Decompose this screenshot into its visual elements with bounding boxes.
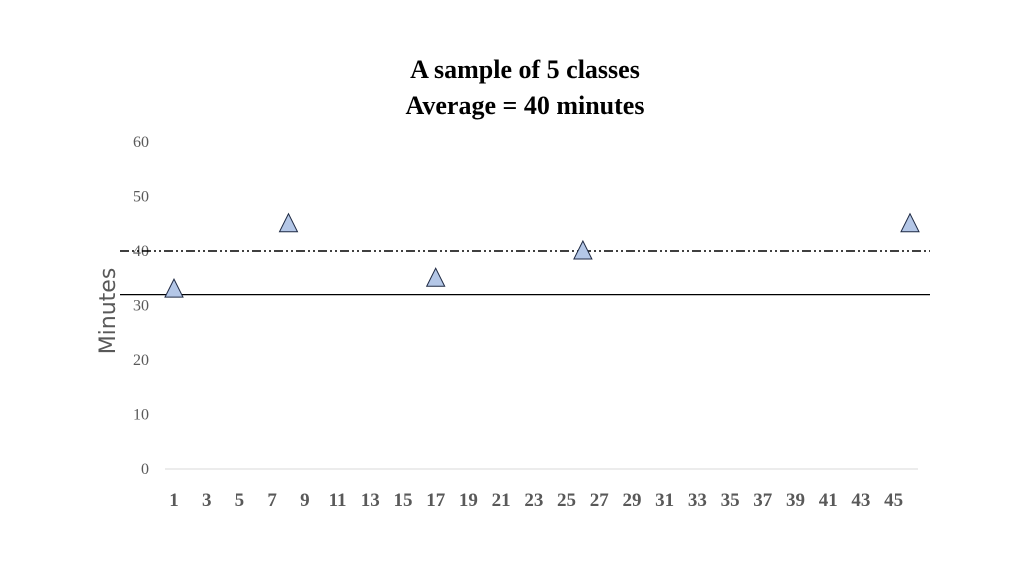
x-tick-label: 37 xyxy=(753,490,773,511)
y-tick-label: 50 xyxy=(133,189,149,206)
x-tick-label: 11 xyxy=(329,490,347,511)
data-point-triangle xyxy=(425,267,446,287)
x-tick-label: 21 xyxy=(492,490,511,511)
x-tick-label: 25 xyxy=(557,490,576,511)
x-tick-label: 9 xyxy=(300,490,310,511)
x-tick-label: 1 xyxy=(169,490,179,511)
data-point-triangle xyxy=(164,278,184,298)
y-tick-label: 40 xyxy=(133,243,149,260)
x-tick-label: 43 xyxy=(851,490,870,511)
x-tick-label: 27 xyxy=(590,490,610,511)
x-tick-label: 33 xyxy=(688,490,707,511)
x-ticks: 1 3 5 7 9 11 13 15 17 19 21 23 25 27 29 31 33 35 37 39 41 43 4… xyxy=(169,490,903,511)
x-tick-label: 7 xyxy=(267,490,277,511)
x-tick-label: 31 xyxy=(655,490,674,511)
x-tick-label: 3 xyxy=(202,490,212,511)
x-tick-label: 39 xyxy=(786,490,805,511)
chart-title-line-1: A sample of 5 classes xyxy=(410,55,640,84)
x-tick-label: 17 xyxy=(426,490,446,511)
data-point-triangle xyxy=(278,212,299,233)
y-axis-label: Minutes xyxy=(96,268,121,355)
data-points xyxy=(164,212,920,298)
x-tick-label: 13 xyxy=(361,490,380,511)
y-tick-label: 60 xyxy=(133,134,149,151)
x-tick-label: 41 xyxy=(819,490,838,511)
x-tick-label: 19 xyxy=(459,490,478,511)
chart-title-line-2: Average = 40 minutes xyxy=(406,91,645,120)
x-tick-label: 35 xyxy=(721,490,740,511)
y-ticks: 0 10 20 30 40 50 60 xyxy=(133,134,149,478)
data-point-triangle xyxy=(900,212,920,233)
y-tick-label: 0 xyxy=(141,461,149,478)
reference-lines xyxy=(120,250,930,296)
x-tick-label: 23 xyxy=(524,490,543,511)
y-tick-label: 30 xyxy=(133,298,149,315)
data-point-triangle xyxy=(573,239,593,260)
x-tick-label: 45 xyxy=(884,490,903,511)
x-tick-label: 5 xyxy=(235,490,245,511)
x-tick-label: 15 xyxy=(393,490,412,511)
x-tick-label: 29 xyxy=(622,490,641,511)
y-tick-label: 20 xyxy=(133,352,149,369)
y-tick-label: 10 xyxy=(133,407,149,424)
